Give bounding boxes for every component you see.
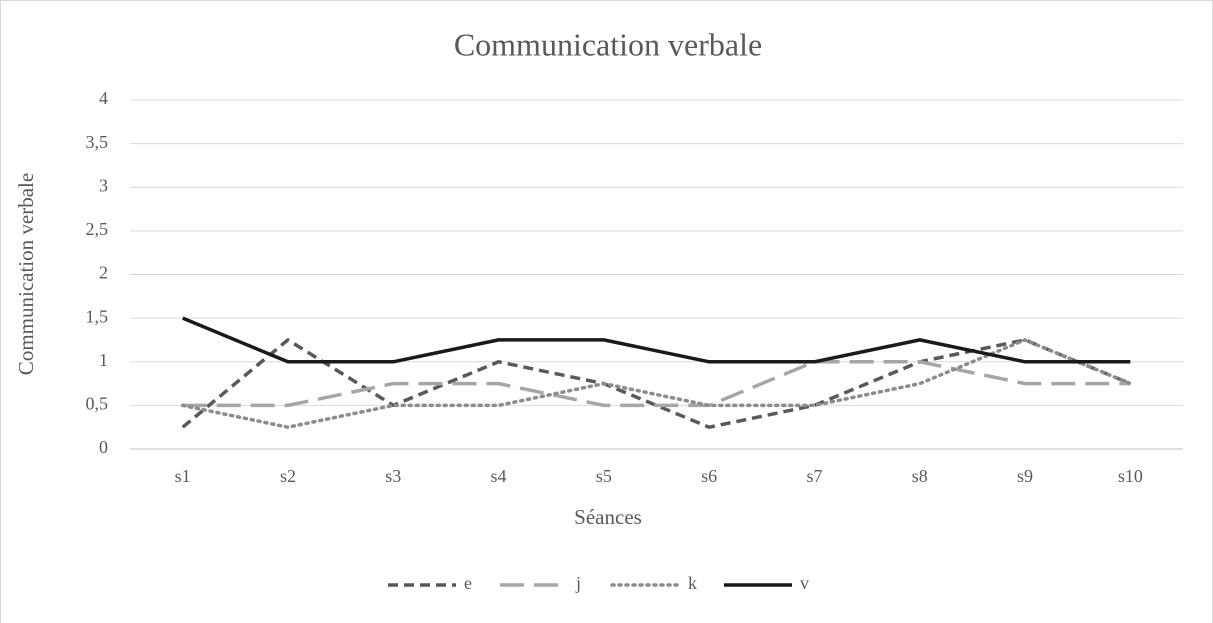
y-tick-label: 1 [99,350,108,370]
y-tick-label: 2,5 [86,219,109,239]
y-tick-label: 1,5 [86,306,109,326]
chart-title: Communication verbale [454,26,762,62]
x-tick-label: s6 [701,466,717,486]
x-axis-label: Séances [574,505,642,529]
x-tick-label: s1 [175,466,191,486]
x-tick-label: s9 [1017,466,1033,486]
line-series [182,316,1131,364]
legend-label: v [800,573,809,593]
y-tick-label: 3 [99,175,108,195]
y-tick-label: 3,5 [86,132,109,152]
x-tick-label: s5 [596,466,612,486]
y-tick-label: 2 [99,263,108,283]
line-series [180,338,1133,429]
y-tick-label: 0 [99,437,108,457]
legend-label: k [688,573,697,593]
legend-label: j [575,573,581,593]
x-tick-label: s2 [280,466,296,486]
y-tick-label: 4 [99,88,108,108]
y-tick-label: 0,5 [86,394,109,414]
x-tick-label: s3 [385,466,401,486]
legend-label: e [464,573,472,593]
x-tick-label: s8 [912,466,928,486]
y-axis-label: Communication verbale [14,173,38,375]
line-series [182,360,1131,408]
x-tick-label: s4 [491,466,507,486]
x-tick-label: s7 [806,466,822,486]
x-tick-label: s10 [1118,466,1143,486]
